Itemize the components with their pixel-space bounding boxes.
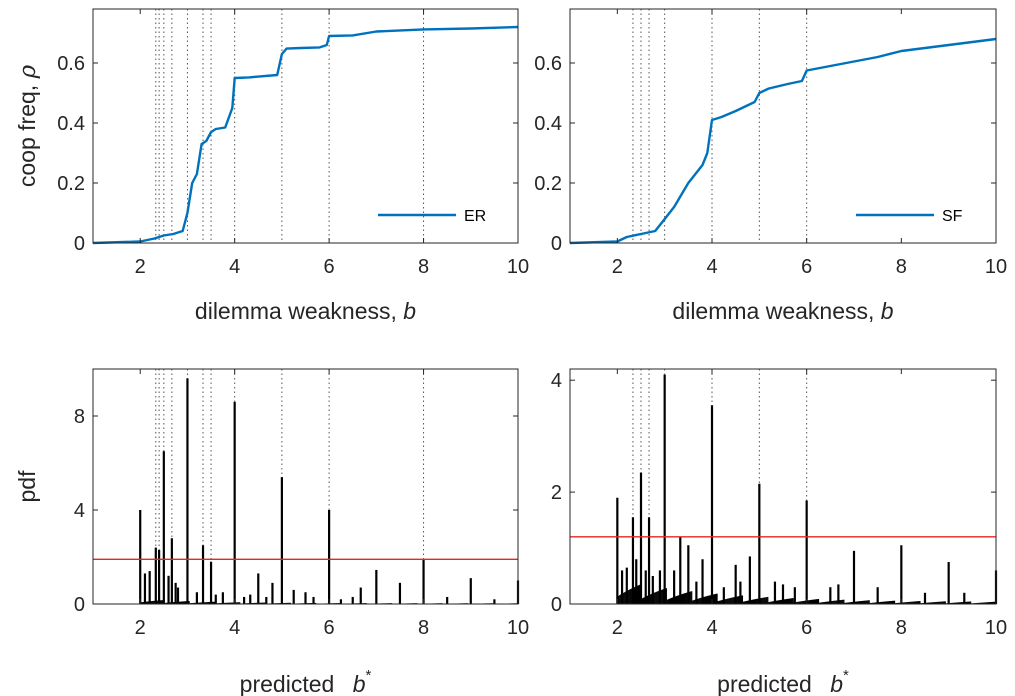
x-tick-label: 4 xyxy=(706,617,717,639)
axes-box xyxy=(92,368,519,605)
x-axis-label: predicted b* xyxy=(717,667,849,696)
x-tick-label: 6 xyxy=(801,617,812,639)
series-line-SF xyxy=(569,37,997,245)
chart-ER_pdf: 2 4 6 8 10 0 4 8 predicted b* pdf xyxy=(14,368,529,696)
x-tick-label: 2 xyxy=(612,256,623,278)
x-tick-label: 6 xyxy=(324,617,335,639)
x-axis-label-sup: * xyxy=(843,667,849,684)
y-axis-label-text: pdf xyxy=(14,470,40,503)
x-tick-label: 2 xyxy=(135,256,146,278)
x-tick-label: 8 xyxy=(896,617,907,639)
x-tick-label: 2 xyxy=(612,617,623,639)
chart-SF_pdf: 2 4 6 8 10 0 2 4 predicted b* xyxy=(551,368,1007,696)
y-tick-label: 0.2 xyxy=(57,173,85,195)
legend-label: ER xyxy=(464,208,486,225)
series-line-ER xyxy=(92,25,519,245)
x-axis-label-var: b xyxy=(830,671,843,696)
legend: ER xyxy=(378,208,486,225)
x-tick-label: 8 xyxy=(896,256,907,278)
y-axis-label: coop freq, ρ xyxy=(14,64,41,187)
x-axis-label-text: predicted xyxy=(717,671,818,696)
chart-SF_coop: SF 2 4 6 8 10 0 0.2 0.4 0.6 dilemma weakness, b xyxy=(534,8,1007,324)
y-axis-label: pdf xyxy=(14,470,40,503)
axes-box xyxy=(569,8,997,244)
x-axis-label-var: b xyxy=(353,671,366,696)
x-tick-label: 10 xyxy=(507,617,529,639)
x-axis-label: dilemma weakness, b xyxy=(195,298,416,324)
x-axis-label-var: b xyxy=(881,298,894,324)
x-tick-label: 4 xyxy=(706,256,717,278)
x-axis-label-text: dilemma weakness, xyxy=(672,298,880,324)
x-tick-label: 4 xyxy=(229,617,240,639)
chart-ER_coop: ER 2 4 6 8 10 0 0.2 0.4 0.6 dilemma weakness, b coo… xyxy=(14,8,529,324)
y-tick-label: 0.2 xyxy=(534,173,562,195)
y-tick-label: 4 xyxy=(551,370,562,392)
x-axis-label: dilemma weakness, b xyxy=(672,298,893,324)
y-tick-label: 0 xyxy=(551,233,562,255)
y-tick-label: 0.6 xyxy=(534,53,562,75)
x-tick-label: 8 xyxy=(418,617,429,639)
legend: SF xyxy=(856,208,963,225)
x-tick-label: 10 xyxy=(985,256,1007,278)
y-tick-label: 0 xyxy=(551,594,562,616)
y-tick-label: 0.4 xyxy=(57,113,85,135)
y-tick-label: 2 xyxy=(551,482,562,504)
x-tick-label: 6 xyxy=(324,256,335,278)
y-tick-label: 4 xyxy=(74,500,85,522)
y-tick-label: 0.4 xyxy=(534,113,562,135)
y-tick-label: 0 xyxy=(74,594,85,616)
x-tick-label: 6 xyxy=(801,256,812,278)
x-axis-label: predicted b* xyxy=(240,667,372,696)
y-axis-label-var: ρ xyxy=(15,64,41,79)
legend-label: SF xyxy=(942,208,963,225)
axes-box xyxy=(92,8,519,244)
y-tick-label: 0 xyxy=(74,233,85,255)
x-tick-label: 8 xyxy=(418,256,429,278)
axes-box xyxy=(569,368,997,605)
x-tick-label: 4 xyxy=(229,256,240,278)
y-axis-label-text: coop freq, xyxy=(14,78,40,187)
x-axis-label-text: dilemma weakness, xyxy=(195,298,403,324)
y-tick-label: 8 xyxy=(74,406,85,428)
x-tick-label: 2 xyxy=(135,617,146,639)
y-tick-label: 0.6 xyxy=(57,53,85,75)
x-tick-label: 10 xyxy=(985,617,1007,639)
x-axis-label-text: predicted xyxy=(240,671,341,696)
x-axis-label-var: b xyxy=(403,298,416,324)
x-tick-label: 10 xyxy=(507,256,529,278)
x-axis-label-sup: * xyxy=(365,667,371,684)
